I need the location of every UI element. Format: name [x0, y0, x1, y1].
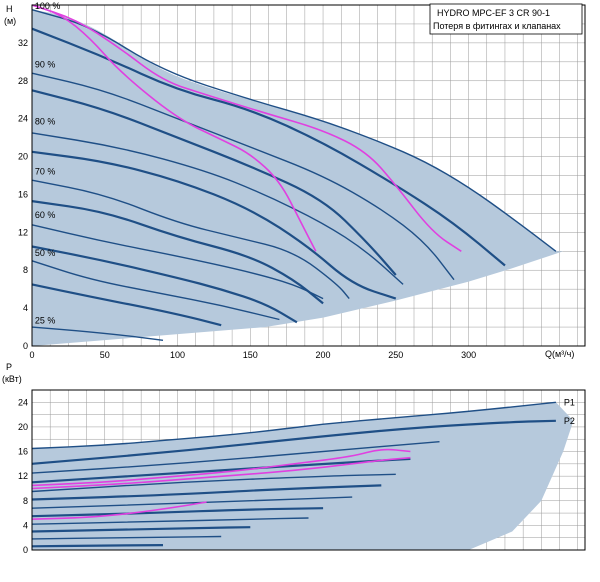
head-pump-curves: [31, 9, 557, 341]
curve-25: [31, 326, 164, 341]
power-label-p1: P1: [564, 397, 575, 407]
chart-title: HYDRO MPC-EF 3 CR 90-1: [437, 8, 550, 18]
chart-title-box: [429, 3, 583, 35]
y-tick-label: 20: [18, 422, 28, 432]
y-tick-label: 12: [18, 227, 28, 237]
head-x-ticks: 0 50 100 150 200 250 300: [29, 350, 476, 360]
curve-pw-11: [31, 535, 222, 540]
x-tick-label: 0: [29, 350, 34, 360]
head-y-axis-symbol: H: [6, 4, 13, 14]
speed-label-50: 50 %: [35, 248, 56, 258]
curve-cpl-4: [31, 200, 324, 305]
curve-pw-10: [31, 526, 251, 533]
speed-label-80: 80 %: [35, 116, 56, 126]
x-tick-label: 50: [100, 350, 110, 360]
x-tick-label: 200: [316, 350, 331, 360]
y-tick-label: 4: [23, 520, 28, 530]
curve-p1: [31, 401, 556, 450]
head-envelope-area: [32, 9, 564, 346]
speed-label-90: 90 %: [35, 60, 56, 70]
power-plot-frame: [31, 389, 586, 551]
speed-label-25: 25 %: [35, 315, 56, 325]
y-tick-label: 0: [23, 545, 28, 555]
power-line-labels: P1 P2: [564, 397, 575, 425]
curve-90: [31, 72, 455, 281]
curve-50: [31, 260, 280, 321]
y-tick-label: 8: [23, 265, 28, 275]
y-tick-label: 0: [23, 341, 28, 351]
speed-label-100: 100 %: [35, 1, 61, 11]
y-tick-label: 32: [18, 38, 28, 48]
x-tick-label: 150: [243, 350, 258, 360]
curve-pw-6: [31, 484, 382, 501]
speed-label-60: 60 %: [35, 210, 56, 220]
curve-80: [31, 132, 404, 285]
curve-cpl-1: [31, 27, 506, 267]
system-curve-psys-3: [31, 501, 207, 520]
x-tick-label: 100: [170, 350, 185, 360]
system-curve-sys-1: [31, 4, 317, 252]
y-tick-label: 24: [18, 397, 28, 407]
y-tick-label: 16: [18, 447, 28, 457]
head-y-axis-unit: (м): [4, 16, 16, 26]
curve-pw-5: [31, 473, 396, 493]
system-curve-psys-2: [31, 456, 411, 490]
curve-70: [31, 179, 350, 300]
power-panel: 0 4 8 12 16 20 24 P1 P2 P (кВт): [2, 362, 586, 555]
head-y-ticks: 0 4 8 12 16 20 24 28 32: [18, 38, 28, 351]
y-tick-label: 24: [18, 114, 28, 124]
curve-cpl-3: [31, 150, 397, 300]
head-x-axis-label: Q(м³/ч): [545, 349, 574, 359]
head-system-curves: [31, 4, 462, 252]
curve-cpl-2: [31, 89, 397, 276]
y-tick-label: 4: [23, 303, 28, 313]
curve-pw-9: [31, 517, 309, 525]
curve-60: [31, 224, 324, 300]
system-curve-psys-1: [31, 448, 411, 487]
curve-p2: [31, 419, 556, 465]
y-tick-label: 20: [18, 152, 28, 162]
speed-label-70: 70 %: [35, 167, 56, 177]
curve-pw-3: [31, 441, 440, 474]
head-plot-frame: [31, 4, 586, 347]
y-tick-label: 8: [23, 496, 28, 506]
y-tick-label: 28: [18, 76, 28, 86]
curve-pw-4: [31, 457, 411, 484]
x-tick-label: 250: [388, 350, 403, 360]
curve-pw-7: [31, 496, 353, 509]
head-panel: 0 4 8 12 16 20 24 28 32 0 50 100 150 200 250 300 100 %…: [4, 1, 586, 360]
curve-cpl-5: [31, 245, 298, 324]
curve-100: [31, 9, 557, 252]
curve-cpl-6: [31, 283, 222, 327]
power-y-axis-symbol: P: [6, 362, 12, 372]
curve-pw-8: [31, 507, 324, 518]
chart-subtitle: Потеря в фитингах и клапанах: [433, 21, 561, 31]
system-curve-sys-2: [31, 4, 462, 252]
power-system-curves: [31, 448, 411, 520]
power-label-p2: P2: [564, 416, 575, 426]
speed-labels: 100 % 90 % 80 % 70 % 60 % 50 % 25 %: [35, 1, 61, 325]
power-y-ticks: 0 4 8 12 16 20 24: [18, 397, 28, 555]
curve-pw-12: [31, 544, 164, 548]
power-y-axis-unit: (кВт): [2, 374, 22, 384]
y-tick-label: 16: [18, 189, 28, 199]
x-tick-label: 300: [461, 350, 476, 360]
y-tick-label: 12: [18, 471, 28, 481]
power-curves: [31, 401, 556, 548]
